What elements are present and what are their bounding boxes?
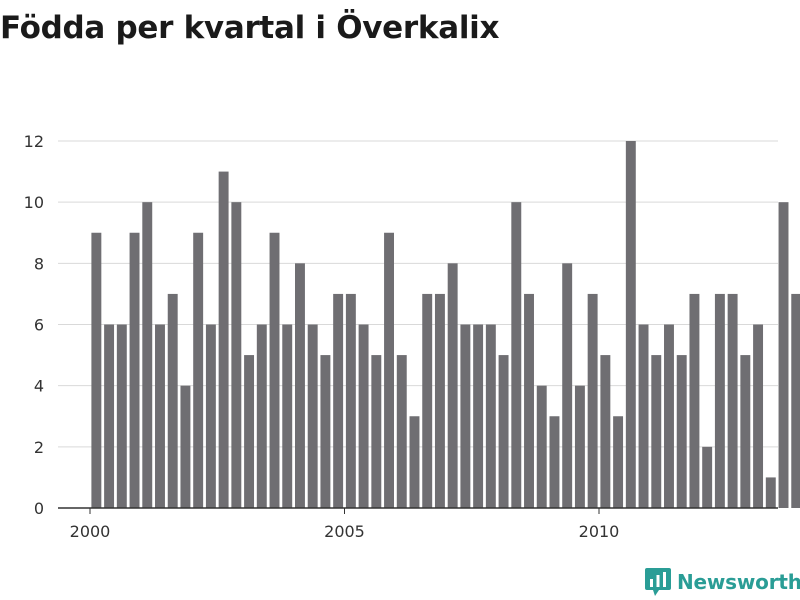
bar: [358, 324, 369, 508]
bar: [218, 171, 229, 508]
bar: [231, 202, 242, 509]
x-tick-label: 2000: [70, 522, 111, 541]
bar: [333, 293, 344, 508]
y-tick-label: 10: [24, 193, 44, 212]
bar: [473, 324, 484, 508]
bar: [371, 355, 382, 508]
bar: [142, 202, 153, 509]
bar: [91, 232, 102, 508]
bar: [295, 263, 305, 508]
bar: [205, 324, 216, 508]
bar: [116, 324, 127, 508]
bar: [422, 293, 433, 508]
bar: [282, 324, 293, 508]
bar: [193, 232, 204, 508]
bar: [702, 446, 713, 508]
bar: [778, 202, 789, 509]
brand-logo: Newsworthy: [645, 568, 800, 596]
bar: [256, 324, 267, 508]
bar: [180, 385, 191, 508]
bar: [536, 385, 547, 508]
y-tick-label: 4: [34, 377, 44, 396]
bar: [689, 293, 700, 508]
bar: [524, 293, 534, 508]
bar: [485, 324, 496, 508]
bar: [244, 355, 255, 508]
bar: [155, 324, 165, 508]
bar: [613, 416, 624, 508]
bar: [600, 355, 611, 508]
y-tick-label: 2: [34, 438, 44, 457]
x-tick-label: 2010: [579, 522, 620, 541]
bar: [765, 477, 776, 508]
bar: [409, 416, 420, 508]
bar: [676, 355, 687, 508]
chart-title: Födda per kvartal i Överkalix: [0, 10, 500, 46]
bar: [587, 293, 598, 508]
bar: [549, 416, 560, 508]
y-tick-label: 12: [24, 132, 44, 151]
y-tick-label: 0: [34, 499, 44, 518]
bar: [447, 263, 458, 508]
bar: [384, 232, 394, 508]
bar: [664, 324, 674, 508]
bar: [167, 293, 178, 508]
bar: [638, 324, 649, 508]
x-tick-label: 2005: [324, 522, 365, 541]
bar: [791, 293, 800, 508]
bar: [727, 293, 738, 508]
bar: [753, 324, 764, 508]
bar: [129, 232, 140, 508]
bar: [651, 355, 662, 508]
bar: [714, 293, 725, 508]
bar: [511, 202, 522, 509]
bar: [574, 385, 585, 508]
bar: [625, 141, 636, 508]
newsworthy-logo-icon: [645, 568, 671, 596]
bar: [307, 324, 318, 508]
bar: [562, 263, 573, 508]
bar: [269, 232, 280, 508]
bar: [740, 355, 751, 508]
bar: [104, 324, 115, 508]
brand-name: Newsworthy: [677, 570, 800, 594]
bar: [320, 355, 331, 508]
bar: [460, 324, 471, 508]
y-tick-label: 6: [34, 316, 44, 335]
bar: [396, 355, 407, 508]
bar: [498, 355, 509, 508]
bar: [345, 293, 356, 508]
y-tick-label: 8: [34, 254, 44, 273]
bar: [434, 293, 445, 508]
